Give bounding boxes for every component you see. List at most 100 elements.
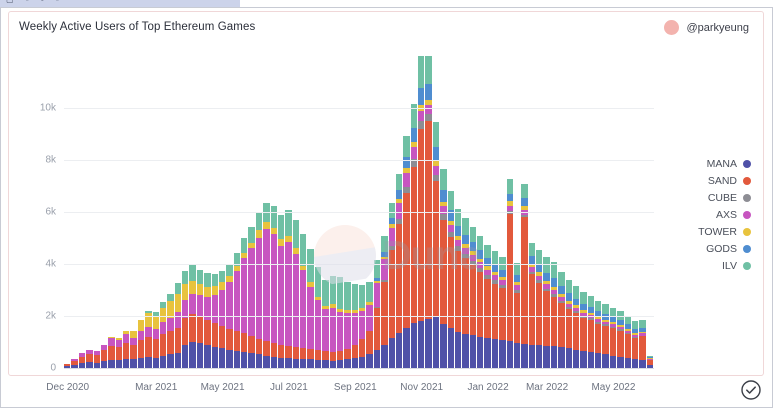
bar-segment-mana[interactable] <box>631 358 639 368</box>
bar-segment-axs[interactable] <box>580 312 587 316</box>
bar-segment-ilv[interactable] <box>454 208 462 226</box>
bar-segment-tower[interactable] <box>263 222 270 230</box>
bar-segment-ilv[interactable] <box>595 300 602 312</box>
bar-segment-sand[interactable] <box>137 339 145 359</box>
bar-segment-cube[interactable] <box>432 174 440 182</box>
bar-segment-ilv[interactable] <box>211 273 218 287</box>
bar-segment-mana[interactable] <box>366 354 373 368</box>
bar-segment-tower[interactable] <box>322 305 329 310</box>
bar-segment-sand[interactable] <box>388 249 395 339</box>
bar-segment-sand[interactable] <box>646 359 653 365</box>
bar-segment-axs[interactable] <box>469 254 476 261</box>
bar-segment-axs[interactable] <box>93 351 100 355</box>
bar-segment-sand[interactable] <box>263 340 270 356</box>
bar-segment-cube[interactable] <box>484 274 491 279</box>
bar-segment-gods[interactable] <box>550 278 558 288</box>
bar-segment-ilv[interactable] <box>351 284 358 311</box>
bar-segment-sand[interactable] <box>572 313 580 350</box>
bar-segment-sand[interactable] <box>130 344 137 360</box>
bar-segment-axs[interactable] <box>403 173 410 187</box>
bar-segment-gods[interactable] <box>506 193 513 202</box>
bar-segment-axs[interactable] <box>64 363 71 365</box>
bar-segment-tower[interactable] <box>211 286 218 295</box>
bar-segment-cube[interactable] <box>602 324 609 326</box>
bar-segment-tower[interactable] <box>499 277 506 281</box>
bar-segment-gods[interactable] <box>381 252 388 257</box>
bar-segment-axs[interactable] <box>631 334 639 337</box>
bar-segment-axs[interactable] <box>395 203 403 220</box>
bar-segment-mana[interactable] <box>336 360 344 368</box>
bar-segment-sand[interactable] <box>462 258 469 334</box>
bar-segment-axs[interactable] <box>359 310 366 340</box>
bar-segment-ilv[interactable] <box>174 283 181 295</box>
bar-segment-tower[interactable] <box>462 243 469 248</box>
bar-segment-tower[interactable] <box>469 251 476 255</box>
bar-segment-mana[interactable] <box>329 360 336 368</box>
bar-segment-axs[interactable] <box>543 284 550 289</box>
bar-segment-sand[interactable] <box>543 291 550 346</box>
bar-segment-axs[interactable] <box>167 317 174 332</box>
bar-segment-ilv[interactable] <box>395 173 403 191</box>
bar-segment-tower[interactable] <box>292 248 299 254</box>
bar-segment-cube[interactable] <box>572 311 580 314</box>
bar-segment-mana[interactable] <box>196 343 204 368</box>
bar-segment-gods[interactable] <box>609 317 617 323</box>
bar-segment-mana[interactable] <box>477 336 484 368</box>
bar-segment-axs[interactable] <box>100 345 108 351</box>
bar-segment-axs[interactable] <box>595 319 602 323</box>
bar-segment-mana[interactable] <box>344 359 351 368</box>
bar-segment-axs[interactable] <box>292 253 299 348</box>
bar-segment-ilv[interactable] <box>565 279 572 294</box>
bar-segment-mana[interactable] <box>292 358 299 368</box>
bar-segment-tower[interactable] <box>115 338 122 341</box>
bar-segment-ilv[interactable] <box>300 234 307 266</box>
bar-segment-mana[interactable] <box>587 352 594 368</box>
bar-segment-axs[interactable] <box>624 330 631 334</box>
bar-segment-tower[interactable] <box>432 160 440 166</box>
bar-segment-sand[interactable] <box>123 342 130 359</box>
bar-segment-sand[interactable] <box>189 313 196 342</box>
bar-segment-sand[interactable] <box>624 334 631 358</box>
bar-segment-tower[interactable] <box>152 316 159 330</box>
bar-segment-ilv[interactable] <box>152 312 159 317</box>
bar-segment-mana[interactable] <box>484 338 491 368</box>
bar-segment-mana[interactable] <box>440 323 447 368</box>
bar-segment-axs[interactable] <box>189 294 196 314</box>
bar-segment-mana[interactable] <box>536 345 543 368</box>
bar-segment-cube[interactable] <box>410 159 417 167</box>
bar-segment-sand[interactable] <box>565 309 572 349</box>
legend-item-sand[interactable]: SAND <box>673 173 751 188</box>
bar-segment-sand[interactable] <box>440 219 447 324</box>
bar-segment-mana[interactable] <box>410 322 417 368</box>
bar-segment-sand[interactable] <box>373 308 381 350</box>
bar-segment-cube[interactable] <box>624 333 631 335</box>
bar-segment-ilv[interactable] <box>631 320 639 329</box>
bar-segment-cube[interactable] <box>550 294 558 297</box>
bar-segment-tower[interactable] <box>329 304 336 308</box>
bar-segment-mana[interactable] <box>359 357 366 368</box>
bar-segment-cube[interactable] <box>462 253 469 259</box>
bar-segment-axs[interactable] <box>351 313 358 345</box>
bar-segment-cube[interactable] <box>558 300 565 304</box>
bar-segment-axs[interactable] <box>513 285 521 291</box>
bar-segment-tower[interactable] <box>617 325 624 327</box>
bar-segment-ilv[interactable] <box>425 55 432 84</box>
bar-segment-ilv[interactable] <box>469 227 476 243</box>
bar-segment-gods[interactable] <box>595 311 602 317</box>
bar-segment-tower[interactable] <box>477 258 484 263</box>
bar-segment-axs[interactable] <box>425 104 432 115</box>
bar-segment-sand[interactable] <box>241 333 248 352</box>
bar-segment-axs[interactable] <box>432 165 440 175</box>
bar-segment-sand[interactable] <box>432 181 440 317</box>
bar-segment-tower[interactable] <box>248 243 255 248</box>
bar-segment-axs[interactable] <box>159 322 167 334</box>
bar-segment-mana[interactable] <box>204 345 211 368</box>
bar-segment-sand[interactable] <box>322 350 329 361</box>
bar-segment-tower[interactable] <box>285 236 292 243</box>
bar-segment-sand[interactable] <box>513 293 521 343</box>
bar-segment-sand[interactable] <box>359 339 366 358</box>
bar-segment-gods[interactable] <box>403 156 410 169</box>
bar-segment-axs[interactable] <box>462 247 469 254</box>
bar-segment-gods[interactable] <box>631 328 639 334</box>
bar-segment-sand[interactable] <box>152 338 159 358</box>
